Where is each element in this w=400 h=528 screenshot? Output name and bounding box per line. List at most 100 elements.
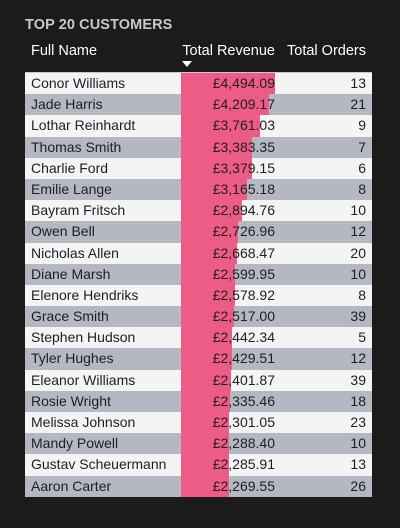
table-row[interactable]: Lothar Reinhardt £3,761.03 9: [25, 115, 372, 137]
revenue-value: £3,761.03: [212, 117, 275, 134]
customer-name-cell: Tyler Hughes: [31, 350, 114, 367]
total-revenue-cell: £2,429.51: [181, 348, 281, 370]
total-orders-cell: 23: [350, 414, 366, 430]
total-revenue-cell: £2,442.34: [181, 327, 281, 349]
table-row[interactable]: Nicholas Allen £2,668.47 20: [25, 242, 372, 264]
revenue-data-bar: [181, 475, 229, 497]
revenue-data-bar: [181, 284, 235, 307]
total-revenue-cell: £2,599.95: [181, 263, 281, 285]
revenue-value: £2,401.87: [212, 371, 275, 388]
total-orders-cell: 8: [358, 180, 366, 197]
table-row[interactable]: Owen Bell £2,726.96 12: [25, 221, 372, 243]
table-row[interactable]: Rosie Wright £2,335.46 18: [25, 390, 372, 412]
customers-table: Conor Williams £4,494.09 13 Jade Harris …: [25, 72, 372, 497]
revenue-value: £4,494.09: [212, 75, 275, 91]
customer-name-cell: Rosie Wright: [31, 392, 111, 409]
total-orders-cell: 7: [358, 138, 366, 155]
customer-name-cell: Lothar Reinhardt: [31, 117, 136, 134]
revenue-value: £2,578.92: [212, 286, 275, 303]
revenue-value: £4,209.17: [212, 96, 275, 113]
table-row[interactable]: Gustav Scheuermann £2,285.91 13: [25, 454, 372, 476]
customer-name-cell: Emilie Lange: [31, 180, 112, 197]
revenue-value: £2,269.55: [212, 477, 275, 494]
total-orders-cell: 10: [350, 435, 366, 452]
customer-name-cell: Melissa Johnson: [31, 414, 136, 430]
revenue-data-bar: [181, 390, 230, 412]
table-header: Full Name Total Revenue Total Orders: [25, 41, 372, 69]
revenue-data-bar: [181, 200, 242, 222]
table-row[interactable]: Eleanor Williams £2,401.87 39: [25, 369, 372, 391]
total-revenue-cell: £2,269.55: [181, 475, 281, 497]
table-row[interactable]: Grace Smith £2,517.00 39: [25, 306, 372, 328]
table-row[interactable]: Charlie Ford £3,379.15 6: [25, 157, 372, 179]
table-row[interactable]: Mandy Powell £2,288.40 10: [25, 433, 372, 455]
sort-descending-icon[interactable]: [182, 61, 192, 67]
customer-name-cell: Grace Smith: [31, 308, 109, 325]
customer-name-cell: Diane Marsh: [31, 265, 111, 282]
revenue-data-bar: [181, 454, 229, 476]
table-row[interactable]: Thomas Smith £3,383.35 7: [25, 136, 372, 158]
revenue-value: £2,517.00: [212, 308, 275, 325]
total-revenue-cell: £4,209.17: [181, 94, 281, 116]
revenue-data-bar: [181, 136, 252, 158]
table-row[interactable]: Tyler Hughes £2,429.51 12: [25, 348, 372, 370]
table-row[interactable]: Aaron Carter £2,269.55 26: [25, 475, 372, 497]
revenue-data-bar: [181, 221, 238, 243]
revenue-value: £3,165.18: [212, 180, 275, 197]
total-orders-cell: 10: [350, 202, 366, 219]
table-row[interactable]: Jade Harris £4,209.17 21: [25, 94, 372, 116]
total-orders-cell: 26: [350, 477, 366, 494]
revenue-data-bar: [181, 263, 236, 285]
revenue-value: £2,301.05: [212, 414, 275, 430]
table-row[interactable]: Elenore Hendriks £2,578.92 8: [25, 284, 372, 307]
column-header-total-revenue[interactable]: Total Revenue: [182, 43, 275, 59]
table-row[interactable]: Conor Williams £4,494.09 13: [25, 73, 372, 95]
revenue-data-bar: [181, 412, 230, 434]
customer-name-cell: Mandy Powell: [31, 435, 119, 452]
revenue-data-bar: [181, 433, 229, 455]
column-header-full-name[interactable]: Full Name: [31, 43, 98, 59]
table-row[interactable]: Emilie Lange £3,165.18 8: [25, 178, 372, 201]
revenue-data-bar: [181, 306, 234, 328]
table-row[interactable]: Melissa Johnson £2,301.05 23: [25, 412, 372, 434]
revenue-data-bar: [181, 157, 252, 179]
customer-name-cell: Bayram Fritsch: [31, 202, 126, 219]
visual-title: TOP 20 CUSTOMERS: [25, 17, 173, 33]
total-revenue-cell: £2,288.40: [181, 433, 281, 455]
total-revenue-cell: £2,285.91: [181, 454, 281, 476]
customer-name-cell: Jade Harris: [31, 96, 103, 113]
customer-name-cell: Conor Williams: [31, 75, 126, 91]
revenue-data-bar: [181, 94, 269, 116]
total-orders-cell: 13: [350, 75, 366, 91]
column-header-total-orders[interactable]: Total Orders: [287, 43, 366, 59]
total-revenue-cell: £4,494.09: [181, 73, 281, 95]
revenue-value: £2,288.40: [212, 435, 275, 452]
revenue-data-bar: [181, 242, 237, 264]
total-revenue-cell: £2,335.46: [181, 390, 281, 412]
total-orders-cell: 9: [358, 117, 366, 134]
total-orders-cell: 20: [350, 244, 366, 261]
revenue-value: £2,894.76: [212, 202, 275, 219]
customer-name-cell: Aaron Carter: [31, 477, 112, 494]
total-orders-cell: 5: [358, 329, 366, 346]
revenue-value: £2,335.46: [212, 392, 275, 409]
revenue-data-bar: [181, 369, 232, 391]
revenue-value: £3,383.35: [212, 138, 275, 155]
customer-name-cell: Elenore Hendriks: [31, 286, 139, 303]
total-revenue-cell: £3,383.35: [181, 136, 281, 158]
table-row[interactable]: Stephen Hudson £2,442.34 5: [25, 327, 372, 349]
total-revenue-cell: £2,301.05: [181, 412, 281, 434]
revenue-value: £2,429.51: [212, 350, 275, 367]
table-row[interactable]: Bayram Fritsch £2,894.76 10: [25, 200, 372, 222]
revenue-value: £3,379.15: [212, 159, 275, 176]
revenue-value: £2,285.91: [212, 456, 275, 473]
total-revenue-cell: £3,379.15: [181, 157, 281, 179]
customer-name-cell: Gustav Scheuermann: [31, 456, 167, 473]
table-row[interactable]: Diane Marsh £2,599.95 10: [25, 263, 372, 285]
total-revenue-cell: £2,401.87: [181, 369, 281, 391]
total-revenue-cell: £2,726.96: [181, 221, 281, 243]
customer-name-cell: Owen Bell: [31, 223, 95, 240]
revenue-data-bar: [181, 115, 260, 137]
total-orders-cell: 13: [350, 456, 366, 473]
revenue-value: £2,442.34: [212, 329, 275, 346]
